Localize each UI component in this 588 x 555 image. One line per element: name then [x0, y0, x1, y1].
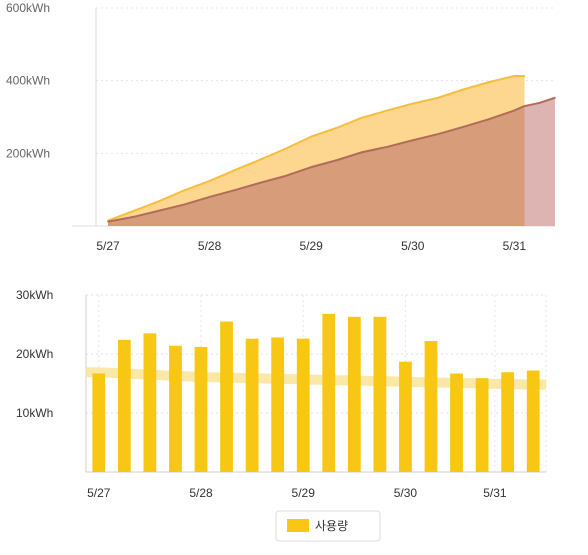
top-series-1-point-8 — [310, 166, 312, 168]
top-series-1-point-9 — [335, 159, 338, 162]
top-ytick-label: 600kWh — [6, 1, 50, 15]
top-series-0-point-11 — [386, 109, 389, 112]
bottom-bar-6[interactable] — [245, 338, 259, 472]
top-series-0-point-12 — [411, 102, 414, 105]
top-series-1-point-6 — [259, 181, 262, 184]
top-series-1-point-2 — [157, 209, 160, 212]
top-series-0-point-16 — [513, 75, 516, 77]
bottom-xtick-label: 5/28 — [189, 486, 213, 500]
bottom-bar-3[interactable] — [169, 345, 182, 472]
bottom-xtick-label: 5/31 — [483, 486, 507, 500]
bottom-bar-13[interactable] — [424, 341, 438, 472]
top-series-0-point-1 — [132, 210, 135, 212]
top-series-0-point-9 — [335, 127, 338, 129]
top-series-1-point-0 — [107, 220, 109, 223]
top-series-1-point-7 — [284, 175, 287, 177]
top-series-0-point-3 — [183, 189, 185, 192]
top-series-1-point-3 — [183, 203, 185, 206]
top-series-0-point-2 — [157, 200, 160, 203]
bottom-xtick-label: 5/29 — [292, 486, 316, 500]
top-series-0-point-14 — [462, 88, 465, 91]
top-series-0-point-4 — [208, 180, 211, 182]
top-series-2-point-2 — [554, 96, 556, 99]
top-xtick-label: 5/30 — [401, 239, 425, 253]
bottom-bar-8[interactable] — [296, 338, 310, 472]
bottom-xtick-label: 5/27 — [87, 486, 111, 500]
top-xtick-label: 5/28 — [198, 239, 222, 253]
top-xtick-label: 5/29 — [300, 239, 324, 253]
bottom-bar-16[interactable] — [501, 372, 515, 472]
top-series-2-area — [524, 97, 555, 226]
chart-legend[interactable]: 사용량 — [275, 510, 381, 542]
top-series-1-point-1 — [132, 216, 135, 218]
top-series-1-point-13 — [437, 133, 439, 135]
top-series-1-point-12 — [411, 139, 414, 142]
bottom-ytick-label: 30kWh — [16, 288, 53, 302]
top-series-0-point-17 — [523, 75, 526, 77]
top-series-1-line — [107, 105, 525, 223]
top-series-1-point-5 — [234, 189, 236, 191]
top-ytick-label: 400kWh — [6, 74, 50, 88]
bottom-ytick-label: 20kWh — [16, 347, 53, 361]
legend-label: 사용량 — [315, 519, 348, 533]
top-series-0-point-5 — [234, 169, 236, 171]
top-series-0-point-6 — [259, 158, 262, 161]
bottom-bar-2[interactable] — [143, 333, 157, 472]
top-series-1-point-14 — [462, 126, 465, 128]
bottom-bar-17[interactable] — [526, 370, 540, 472]
bottom-bar-7[interactable] — [271, 337, 285, 472]
top-series-1-point-4 — [208, 196, 211, 198]
bottom-xtick-label: 5/30 — [394, 486, 418, 500]
legend-swatch — [287, 519, 309, 532]
top-series-1-point-15 — [488, 118, 490, 120]
bottom-bar-14[interactable] — [450, 373, 463, 472]
top-series-1-point-10 — [361, 151, 363, 154]
bottom-bar-1[interactable] — [117, 339, 131, 472]
top-series-0-point-10 — [361, 116, 363, 119]
daily-usage-bar-chart: 30kWh 20kWh 10kWh 5/27 5/28 5/29 5/30 5/31 — [16, 288, 547, 500]
bottom-bar-9[interactable] — [322, 313, 336, 472]
top-series-0-line — [107, 74, 525, 222]
top-series-1-point-16 — [513, 109, 516, 112]
bottom-bar-0[interactable] — [92, 373, 106, 472]
bottom-ytick-label: 10kWh — [16, 406, 53, 420]
bottom-bar-11[interactable] — [373, 316, 387, 472]
cumulative-usage-area-chart: 600kWh 400kWh 200kWh 5/27 5/28 5/29 5/30 5/31 — [6, 1, 556, 253]
top-xtick-label: 5/27 — [96, 239, 120, 253]
bottom-bar-4[interactable] — [194, 346, 208, 472]
bottom-bar-5[interactable] — [220, 321, 233, 472]
bottom-bar-12[interactable] — [399, 361, 412, 472]
top-series-0-point-15 — [488, 81, 490, 83]
bottom-bar-10[interactable] — [347, 316, 361, 472]
top-ytick-label: 200kWh — [6, 146, 50, 160]
bottom-bar-15[interactable] — [475, 378, 489, 472]
legend-box — [275, 510, 381, 542]
top-series-1-point-11 — [386, 145, 389, 148]
top-series-2-point-0 — [523, 105, 526, 107]
top-series-0-point-8 — [310, 135, 312, 138]
top-xtick-label: 5/31 — [503, 239, 527, 253]
top-series-0-point-7 — [284, 147, 287, 150]
top-series-0-point-13 — [437, 96, 439, 99]
top-series-2-point-1 — [538, 102, 541, 104]
